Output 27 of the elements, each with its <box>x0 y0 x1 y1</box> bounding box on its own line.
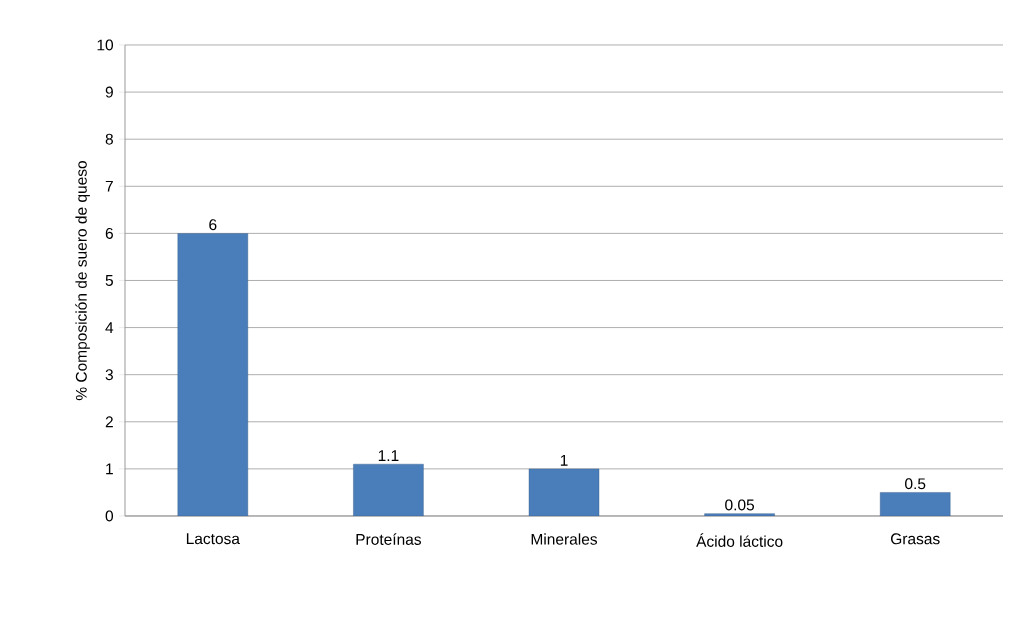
data-label: 0.5 <box>905 478 926 490</box>
x-tick-label: Proteínas <box>356 533 422 545</box>
y-axis-title: % Composición de suero de queso <box>75 160 90 401</box>
y-tick-label: 5 <box>105 275 113 286</box>
y-tick-label: 4 <box>105 322 114 333</box>
bar <box>177 233 249 516</box>
y-tick-label: 10 <box>97 39 114 51</box>
bar <box>528 468 600 516</box>
data-label: 1 <box>560 455 568 466</box>
data-label: 1.1 <box>378 450 399 461</box>
y-tick-label: 3 <box>105 369 113 381</box>
y-tick-label: 9 <box>105 86 113 98</box>
y-tick-label: 6 <box>105 227 113 239</box>
y-tick-label: 7 <box>105 180 113 192</box>
x-tick-label: Ácido láctico <box>696 533 783 547</box>
bar <box>880 492 951 516</box>
y-tick-label: 0 <box>105 510 114 522</box>
y-tick-label: 8 <box>105 133 113 145</box>
x-tick-label: Grasas <box>891 533 940 545</box>
data-label: 0.05 <box>725 499 755 511</box>
bar <box>704 513 775 516</box>
bar <box>353 463 424 516</box>
y-tick-label: 2 <box>105 416 113 428</box>
x-tick-label: Minerales <box>531 533 598 545</box>
y-tick-label: 1 <box>106 463 113 475</box>
x-tick-label: Lactosa <box>186 533 240 545</box>
data-label: 6 <box>209 219 217 231</box>
